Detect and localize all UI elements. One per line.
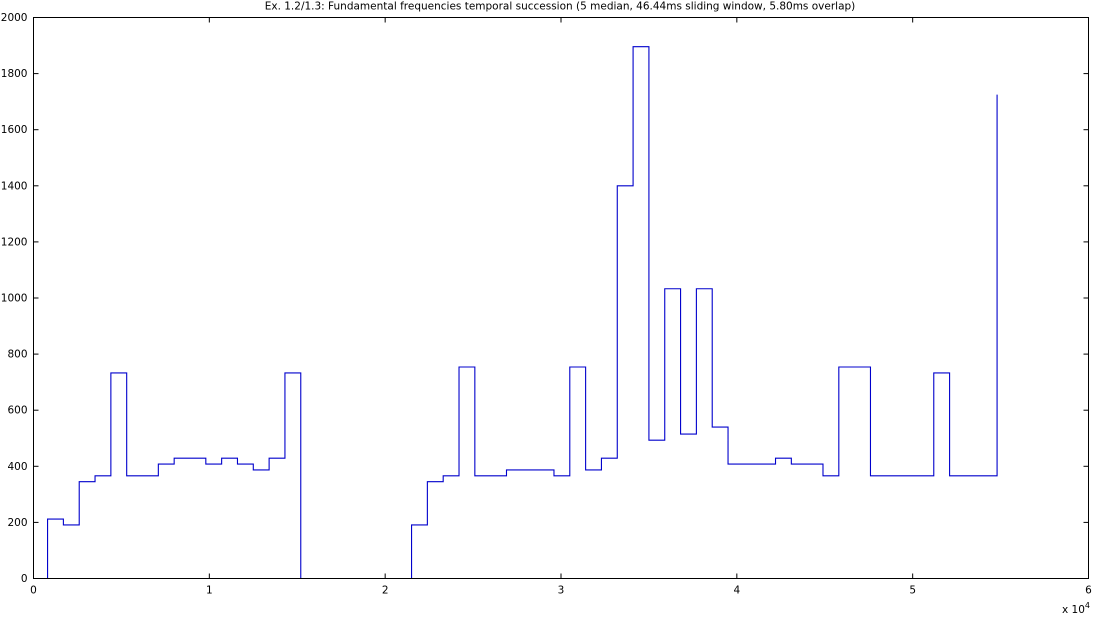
x-tick-label: 6 [1085, 585, 1092, 597]
y-tick-label: 400 [7, 461, 27, 473]
x-tick-label: 4 [733, 585, 740, 597]
y-tick-label: 1800 [1, 68, 28, 80]
axes-frame [33, 17, 1089, 579]
x-axis-exponent-base: x 10 [1062, 604, 1085, 616]
x-tick-label: 5 [909, 585, 916, 597]
y-tick-label: 200 [7, 517, 27, 529]
x-tick-label: 0 [30, 585, 37, 597]
x-tick-label: 1 [206, 585, 213, 597]
y-tick-label: 600 [7, 405, 27, 417]
chart-title: Ex. 1.2/1.3: Fundamental frequencies tem… [265, 1, 856, 13]
x-axis-exponent-label: x 104 [1062, 601, 1090, 616]
x-axis: 0 1 2 3 4 5 6 [30, 17, 1092, 597]
x-tick-label: 2 [382, 585, 389, 597]
frequency-series-line [33, 46, 998, 580]
y-tick-label: 1600 [1, 124, 28, 136]
y-tick-label: 2000 [1, 12, 28, 24]
y-tick-label: 1000 [1, 293, 28, 305]
y-tick-label: 1400 [1, 180, 28, 192]
x-axis-exponent-power: 4 [1085, 601, 1090, 610]
y-tick-label: 0 [21, 573, 28, 585]
y-axis: 0 200 400 600 800 1000 1200 1400 1600 1800 2000 [1, 12, 1089, 585]
y-tick-label: 1200 [1, 236, 28, 248]
y-tick-label: 800 [7, 349, 27, 361]
x-tick-label: 3 [558, 585, 565, 597]
plot-area [33, 46, 998, 580]
